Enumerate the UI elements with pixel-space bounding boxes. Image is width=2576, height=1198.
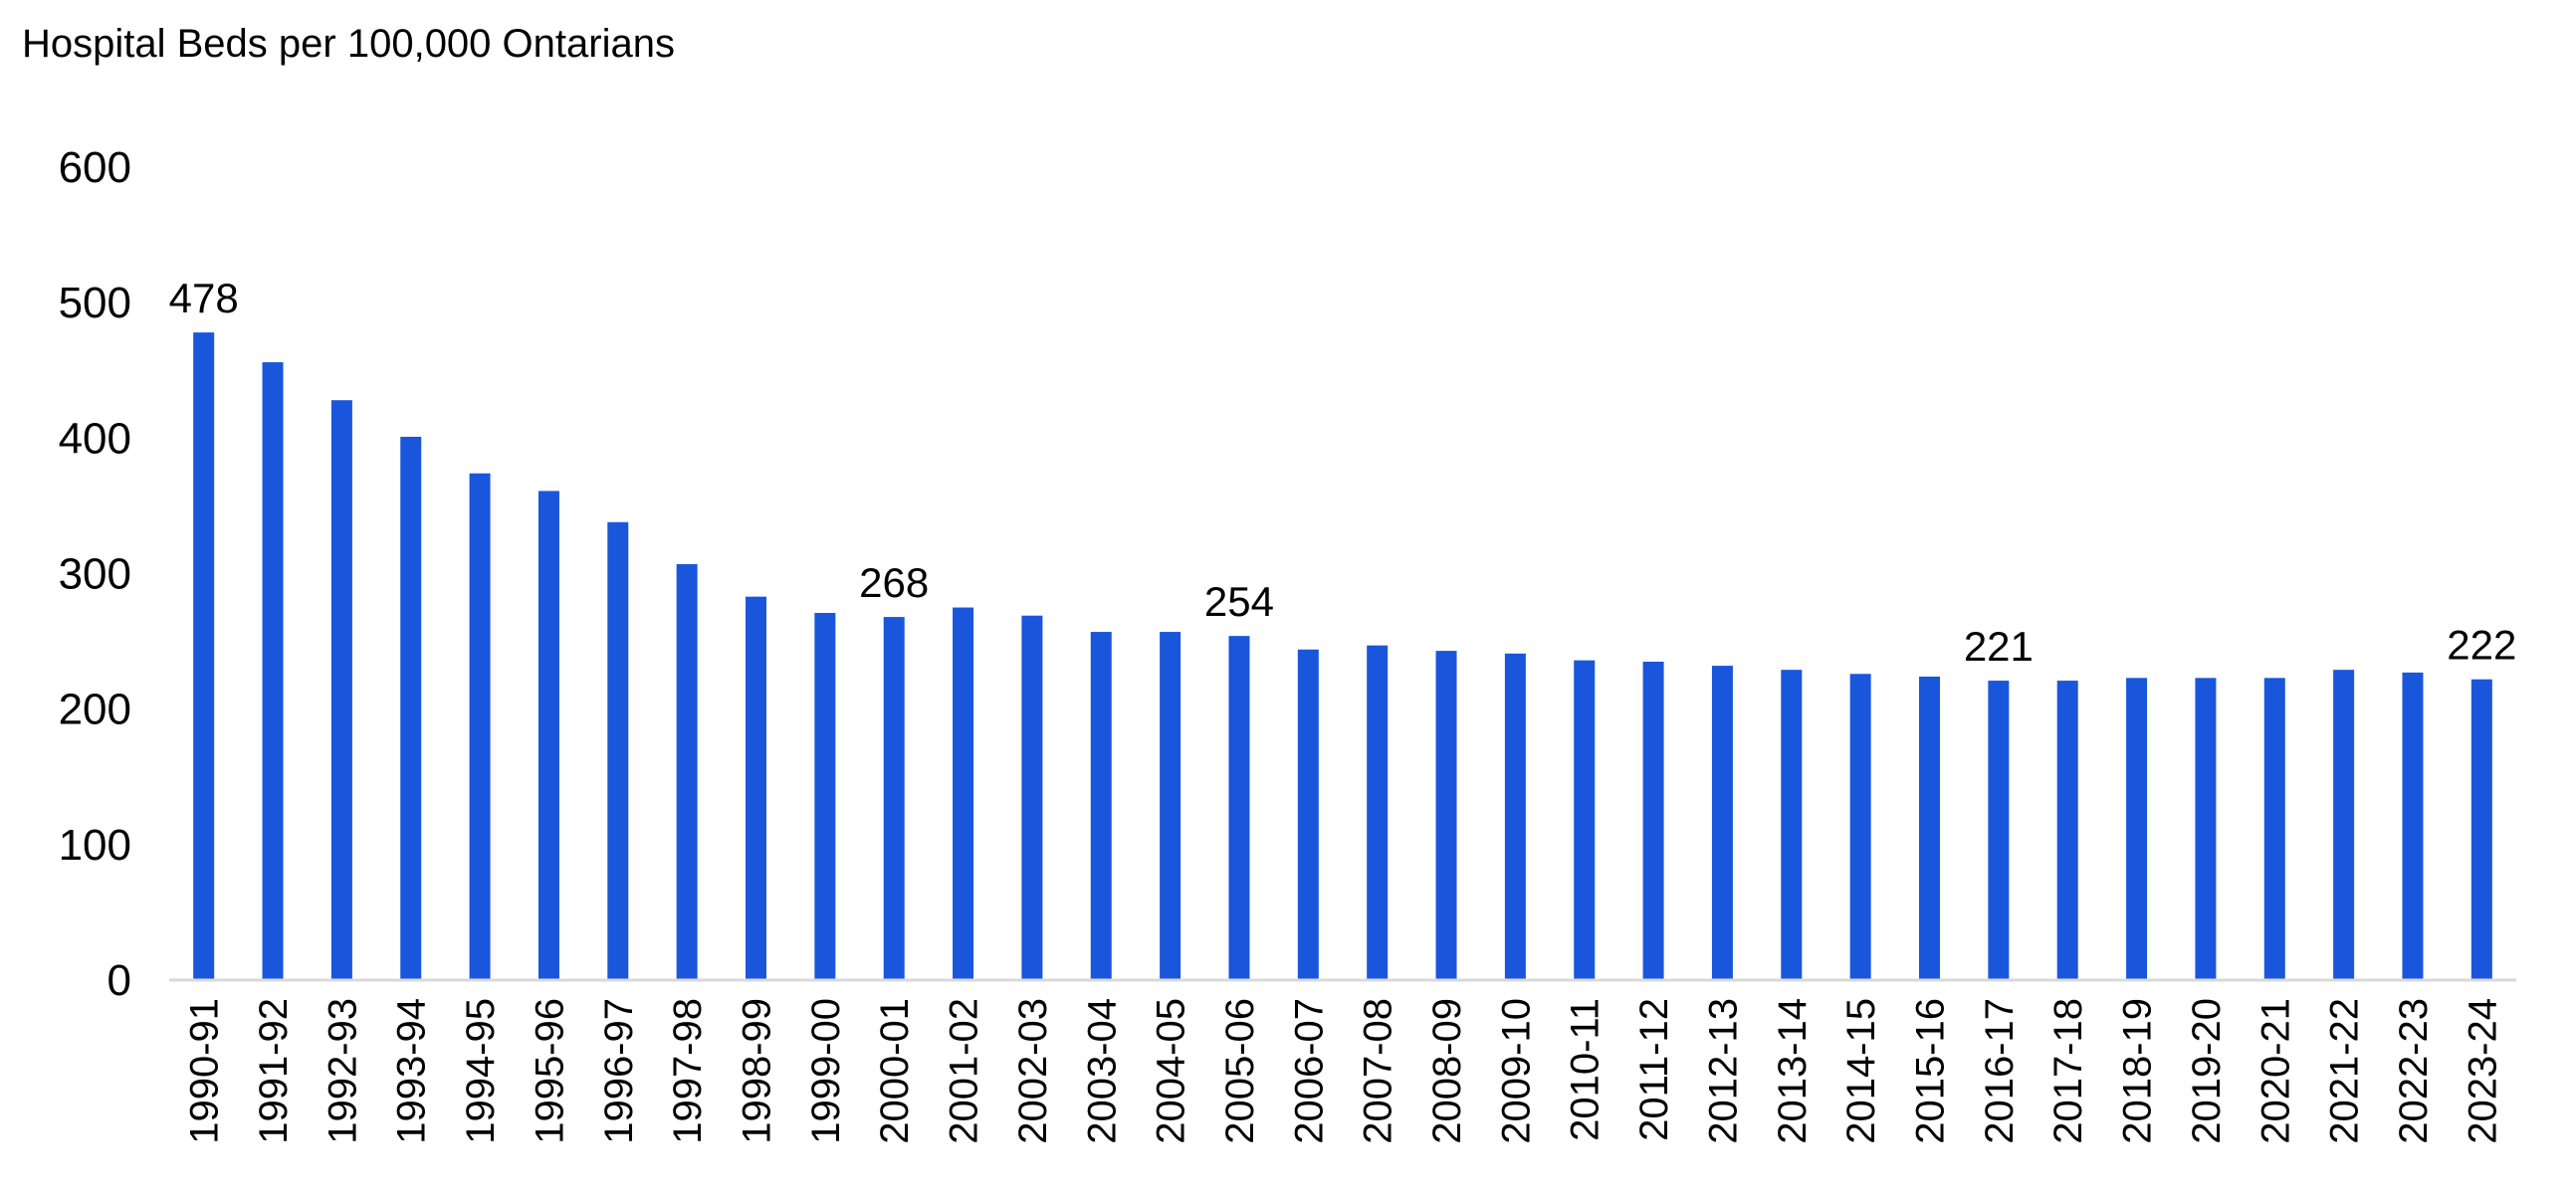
x-tick-label: 1991-92 (252, 998, 296, 1144)
x-tick-label: 1990-91 (183, 998, 227, 1144)
x-tick-label: 2008-09 (1425, 998, 1469, 1144)
x-tick-label: 2004-05 (1150, 998, 1193, 1144)
bar (2402, 672, 2424, 980)
bar (676, 563, 698, 980)
y-tick-label: 200 (59, 686, 131, 734)
x-tick-label: 2012-13 (1701, 998, 1745, 1144)
x-tick-label: 1994-95 (459, 998, 503, 1144)
bar (1435, 651, 1457, 980)
x-tick-label: 1997-98 (666, 998, 710, 1144)
x-tick-label: 2009-10 (1494, 998, 1538, 1144)
x-tick-label: 2023-24 (2461, 998, 2504, 1144)
y-tick-label: 100 (59, 821, 131, 870)
bar (2470, 679, 2492, 980)
x-tick-label: 2003-04 (1080, 998, 1124, 1144)
x-axis: 1990-91 1991-92 1992-93 1993-94 1994-95 1995-… (183, 998, 2505, 1144)
data-label: 478 (169, 275, 239, 321)
y-tick-label: 300 (59, 550, 131, 599)
bar (1849, 674, 1871, 980)
bar (1228, 636, 1250, 980)
bar (2263, 678, 2285, 980)
x-tick-label: 2007-08 (1357, 998, 1400, 1144)
bar (400, 436, 422, 980)
x-tick-label: 2001-02 (943, 998, 986, 1144)
bar (2056, 681, 2078, 980)
y-tick-label: 500 (59, 279, 131, 327)
bar (1504, 653, 1526, 980)
data-label: 221 (1964, 623, 2034, 670)
bar (746, 596, 766, 980)
bar (1574, 660, 1596, 980)
bar (2333, 670, 2355, 980)
chart-title: Hospital Beds per 100,000 Ontarians (22, 22, 675, 66)
x-tick-label: 2000-01 (873, 998, 917, 1144)
bar (1781, 670, 1803, 980)
y-tick-label: 0 (107, 956, 131, 1005)
bar (193, 332, 215, 981)
bar (883, 617, 905, 980)
x-tick-label: 2015-16 (1909, 998, 1953, 1144)
bar (1919, 676, 1940, 980)
bar (330, 400, 352, 980)
data-label: 254 (1204, 578, 1274, 625)
bar (262, 362, 284, 981)
bar (1090, 632, 1112, 980)
x-tick-label: 2006-07 (1287, 998, 1331, 1144)
x-tick-label: 2021-22 (2323, 998, 2367, 1144)
y-tick-label: 600 (59, 143, 131, 192)
bar (1642, 662, 1664, 980)
x-tick-label: 2011-12 (1632, 998, 1676, 1141)
bar (2195, 678, 2217, 980)
bar (1297, 649, 1319, 980)
data-label: 222 (2447, 622, 2516, 669)
bar (607, 521, 629, 980)
x-tick-label: 2022-23 (2392, 998, 2436, 1144)
x-tick-label: 2020-21 (2254, 998, 2297, 1144)
bar (1021, 615, 1043, 980)
x-tick-label: 1993-94 (390, 998, 434, 1144)
bar (814, 612, 836, 980)
x-tick-label: 2019-20 (2185, 998, 2229, 1144)
x-tick-label: 1992-93 (321, 998, 364, 1144)
x-tick-label: 2018-19 (2116, 998, 2160, 1144)
bar (2126, 678, 2148, 980)
bar (1160, 632, 1181, 980)
bar (1988, 681, 2010, 980)
data-labels: 478 268 254 221 222 (169, 275, 2517, 670)
x-tick-label: 1996-97 (597, 998, 641, 1144)
x-tick-label: 2017-18 (2046, 998, 2090, 1144)
x-tick-label: 2010-11 (1564, 998, 1608, 1141)
bar (537, 491, 559, 980)
bar (953, 607, 974, 980)
y-axis: 0 100 200 300 400 500 600 (59, 143, 131, 1005)
bar (1711, 666, 1733, 980)
x-tick-label: 1995-96 (528, 998, 571, 1144)
y-tick-label: 400 (59, 414, 131, 463)
x-tick-label: 2002-03 (1011, 998, 1055, 1144)
bars (193, 332, 2492, 981)
bar (469, 473, 491, 980)
x-tick-label: 1999-00 (804, 998, 848, 1144)
x-tick-label: 2013-14 (1771, 998, 1815, 1144)
x-tick-label: 2005-06 (1218, 998, 1262, 1144)
x-tick-label: 2016-17 (1978, 998, 2022, 1144)
data-label: 268 (859, 559, 929, 606)
x-tick-label: 1998-99 (736, 998, 779, 1144)
bar (1367, 645, 1389, 980)
x-tick-label: 2014-15 (1839, 998, 1883, 1144)
